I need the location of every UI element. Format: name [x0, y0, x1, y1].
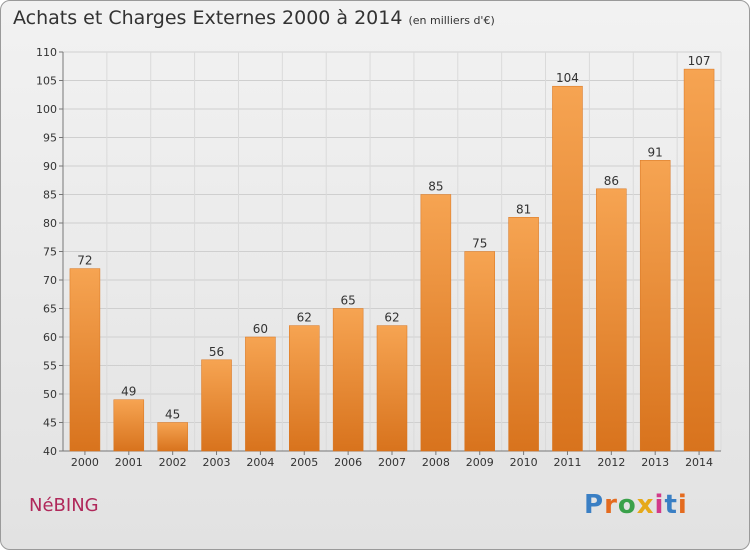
x-tick-label: 2006 — [334, 456, 362, 469]
bar — [332, 308, 364, 452]
x-tick-label: 2002 — [159, 456, 187, 469]
y-tick-label: 60 — [43, 331, 57, 344]
bar — [683, 68, 715, 452]
y-tick-label: 65 — [43, 303, 57, 316]
y-tick-label: 40 — [43, 445, 57, 458]
logo-letter: r — [604, 490, 618, 520]
x-tick-label: 2010 — [510, 456, 538, 469]
value-label: 45 — [165, 408, 180, 422]
x-tick-label: 2009 — [466, 456, 494, 469]
y-tick-label: 110 — [36, 46, 57, 59]
y-tick-label: 45 — [43, 417, 57, 430]
logo-letter: t — [664, 490, 678, 520]
bar — [639, 160, 671, 452]
y-tick-label: 75 — [43, 246, 57, 259]
y-tick-label: 105 — [36, 75, 57, 88]
bars — [69, 68, 715, 452]
y-tick-label: 50 — [43, 388, 57, 401]
bar — [420, 194, 452, 452]
bar — [464, 251, 495, 452]
x-tick-label: 2012 — [597, 456, 625, 469]
unit-label: (en milliers d'€) — [408, 14, 495, 27]
value-label: 81 — [516, 202, 531, 216]
y-tick-label: 55 — [43, 360, 57, 373]
x-tick-label: 2004 — [246, 456, 274, 469]
x-tick-label: 2014 — [685, 456, 713, 469]
value-label: 60 — [253, 322, 268, 336]
x-tick-label: 2000 — [71, 456, 99, 469]
y-tick-label: 100 — [36, 103, 57, 116]
bar — [552, 85, 583, 452]
x-tick-label: 2011 — [553, 456, 581, 469]
y-tick-label: 85 — [43, 189, 57, 202]
proxiti-logo: Proxiti — [584, 490, 688, 520]
labels: 40 45 50 55 60 65 70 75 80 85 90 95 100 105 110 72 2000 4… — [36, 46, 713, 469]
value-label: 65 — [340, 294, 355, 308]
value-label: 86 — [604, 174, 619, 188]
x-tick-label: 2001 — [115, 456, 143, 469]
logo-letter: x — [636, 490, 655, 520]
bar — [113, 399, 145, 452]
value-label: 91 — [648, 145, 663, 159]
value-label: 107 — [688, 54, 711, 68]
logo-letter: i — [654, 490, 665, 520]
x-tick-label: 2008 — [422, 456, 450, 469]
bar — [596, 188, 627, 452]
value-label: 72 — [77, 254, 92, 268]
bar — [376, 325, 408, 452]
y-tick-label: 80 — [43, 217, 57, 230]
y-tick-label: 70 — [43, 274, 57, 287]
bar — [157, 422, 188, 452]
logo-letter: o — [617, 490, 637, 520]
value-label: 85 — [428, 180, 443, 194]
x-tick-label: 2005 — [290, 456, 318, 469]
logo-letter: P — [584, 490, 605, 520]
logo-letter: i — [677, 490, 688, 520]
chart-title: Achats et Charges Externes 2000 à 2014 (e… — [13, 7, 495, 29]
y-tick-label: 90 — [43, 160, 57, 173]
value-label: 62 — [297, 311, 312, 325]
bar — [69, 268, 101, 452]
value-label: 49 — [121, 385, 136, 399]
bar — [245, 336, 276, 452]
place-name: NéBING — [29, 495, 99, 516]
bar — [508, 217, 539, 452]
title-text: Achats et Charges Externes 2000 à 2014 — [13, 7, 403, 29]
value-label: 62 — [384, 311, 399, 325]
value-label: 104 — [556, 71, 579, 85]
x-tick-label: 2013 — [641, 456, 669, 469]
value-label: 56 — [209, 345, 224, 359]
y-tick-label: 95 — [43, 132, 57, 145]
bar — [289, 325, 320, 452]
x-tick-label: 2007 — [378, 456, 406, 469]
x-tick-label: 2003 — [203, 456, 231, 469]
bar — [201, 359, 232, 452]
value-label: 75 — [472, 237, 487, 251]
